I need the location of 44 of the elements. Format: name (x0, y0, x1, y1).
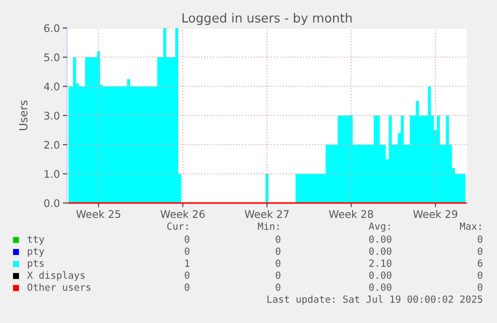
text: 0.00 (369, 247, 392, 255)
y-tick-label: 6.0 (44, 24, 60, 32)
text: 0 (276, 247, 280, 255)
text: Max: (460, 222, 481, 230)
text: 0 (478, 235, 482, 243)
x-tick-label: Week 26 (160, 210, 205, 218)
text: 0 (478, 271, 482, 279)
text: 0 (184, 283, 190, 291)
y-tick-label: 1.0 (44, 170, 60, 178)
legend-label: X displays (27, 271, 85, 281)
text: Avg: (368, 222, 390, 232)
x-tick-label: Week 28 (329, 210, 374, 218)
text: Min: (258, 222, 279, 230)
text: 0 (276, 271, 280, 279)
y-tick-label: 3.0 (44, 112, 60, 120)
x-tick-label: Week 25 (76, 210, 120, 218)
x-tick-label: Week 29 (413, 210, 458, 218)
text: 0 (478, 283, 482, 291)
text: 0 (276, 235, 280, 243)
chart-title: Logged in users - by month (182, 12, 352, 26)
text: 0 (184, 235, 190, 243)
text: 0 (276, 283, 280, 291)
legend-label: pts (28, 260, 44, 269)
text: 0 (184, 271, 190, 279)
text: 0.00 (369, 271, 392, 279)
text: 6 (478, 259, 482, 267)
text: 2.10 (369, 259, 392, 267)
y-tick-label: 5.0 (44, 53, 60, 62)
x-tick-label: Week 27 (244, 210, 289, 218)
y-tick-label: 2.0 (44, 140, 60, 149)
y-tick-label: 0.0 (44, 199, 60, 208)
y-axis-title: Users (19, 100, 28, 130)
text: 0 (184, 247, 190, 255)
text: 1 (185, 260, 190, 267)
text: 0 (478, 247, 482, 255)
legend-label: pty (28, 248, 44, 257)
text: Cur: (167, 222, 188, 230)
y-tick-label: 4.0 (44, 82, 60, 90)
text: 0.00 (369, 235, 392, 243)
text: Last update: Sat Jul 19 00:00:02 2025 (267, 295, 482, 305)
legend-label: tty (28, 236, 44, 245)
text: 0.00 (369, 283, 392, 291)
legend-label: Other users (28, 283, 90, 291)
text: 0 (276, 259, 280, 267)
